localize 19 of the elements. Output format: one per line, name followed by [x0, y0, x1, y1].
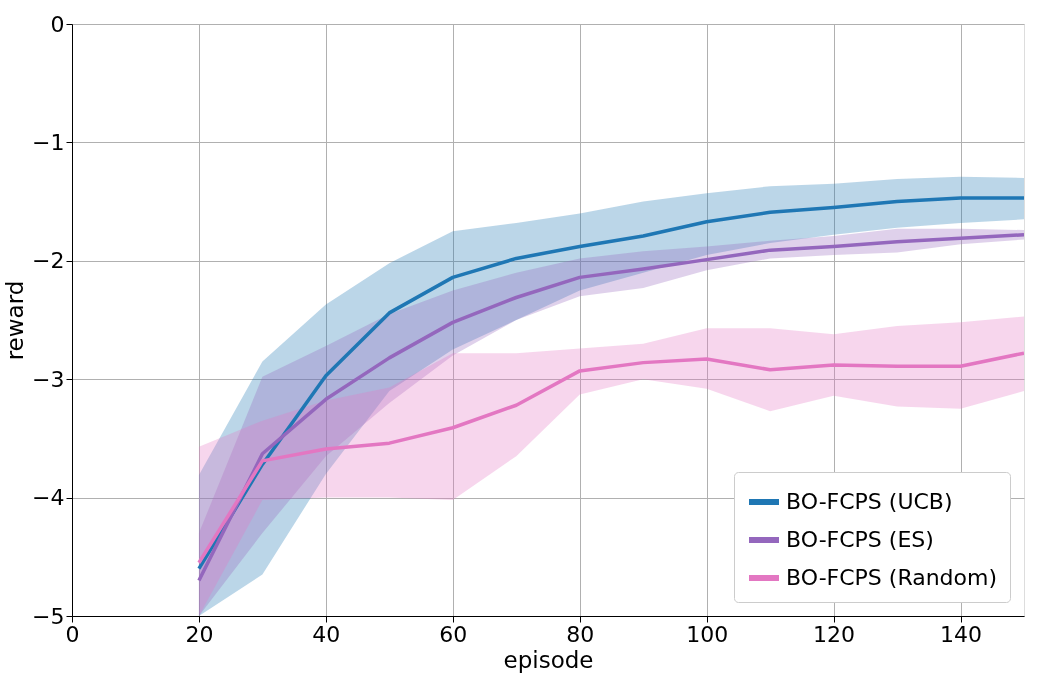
x-tick-label: 60 — [439, 621, 468, 647]
legend-label: BO-FCPS (Random) — [786, 565, 998, 590]
y-tick-label: −1 — [32, 129, 65, 155]
legend-label: BO-FCPS (ES) — [786, 527, 934, 552]
y-tick-label: −3 — [32, 366, 65, 392]
x-tick-label: 20 — [185, 621, 214, 647]
x-tick-label: 40 — [312, 621, 341, 647]
y-tick-label: −5 — [32, 603, 65, 629]
x-tick-label: 100 — [686, 621, 729, 647]
y-tick-label: 0 — [50, 11, 65, 37]
x-tick-label: 80 — [566, 621, 595, 647]
x-axis-title: episode — [503, 646, 594, 673]
x-tick-label: 140 — [940, 621, 983, 647]
y-tick-label: −4 — [32, 485, 65, 511]
y-axis-title: reward — [2, 280, 29, 361]
line-series — [197, 351, 1024, 565]
x-tick-label: 120 — [813, 621, 856, 647]
legend-label: BO-FCPS (UCB) — [786, 489, 953, 514]
y-tick-label: −2 — [32, 248, 65, 274]
